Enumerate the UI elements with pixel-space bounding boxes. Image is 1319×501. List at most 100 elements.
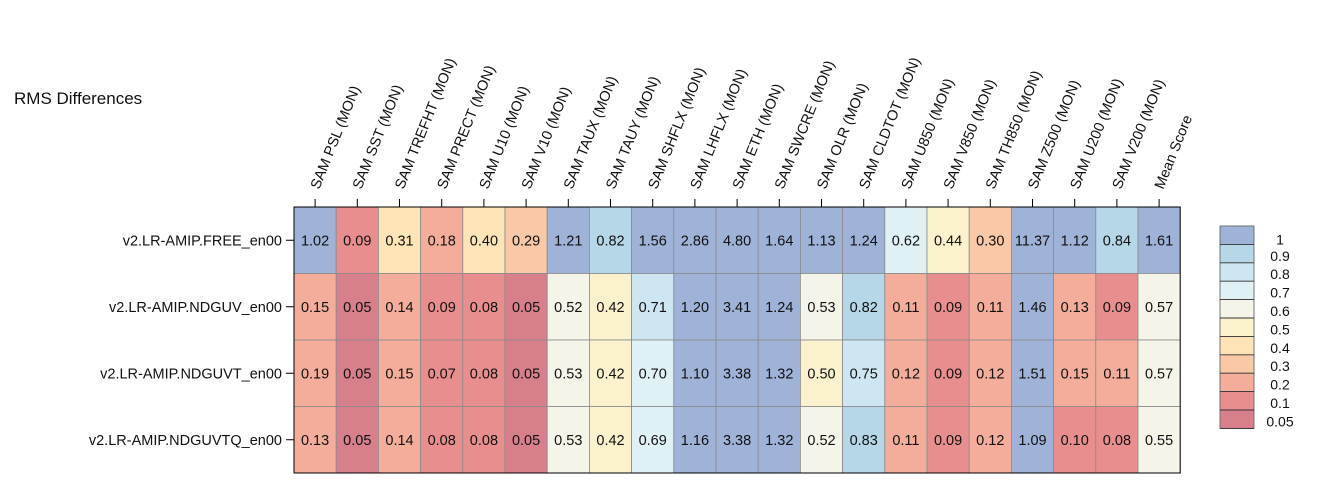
cell-value-label: 0.08 [1103, 433, 1131, 449]
heatmap-cell [757, 406, 801, 474]
cell-value-label: 0.82 [850, 300, 878, 316]
heatmap-cell [504, 406, 548, 474]
cell-value-label: 0.05 [512, 433, 540, 449]
cell-value-label: 0.75 [850, 366, 878, 382]
cell-value-label: 0.50 [807, 366, 835, 382]
cell-value-label: 0.19 [301, 366, 329, 382]
cell-value-label: 0.53 [807, 300, 835, 316]
cell-value-label: 0.15 [385, 366, 413, 382]
heatmap-cell [293, 273, 337, 341]
column-labels: SAM PSL (MON)SAM SST (MON)SAM TREFHT (MO… [308, 55, 1196, 207]
cell-value-label: 0.82 [596, 233, 624, 249]
heatmap-cell [546, 339, 590, 407]
heatmap-cell [546, 406, 590, 474]
legend-label: 0.3 [1270, 358, 1290, 374]
cell-value-label: 0.71 [639, 300, 667, 316]
heatmap-cell [631, 406, 675, 474]
heatmap-cell [1053, 406, 1097, 474]
cell-value-label: 0.05 [343, 300, 371, 316]
cell-value-label: 1.02 [301, 233, 329, 249]
heatmap-cell [884, 273, 928, 341]
legend-swatch [1219, 244, 1255, 264]
cell-value-label: 1.56 [639, 233, 667, 249]
heatmap-cell [842, 406, 886, 474]
heatmap-cell [462, 406, 506, 474]
heatmap-cell [1095, 206, 1139, 274]
cell-value-label: 0.09 [934, 300, 962, 316]
cell-value-label: 0.10 [1061, 433, 1089, 449]
heatmap-cell [589, 339, 633, 407]
cell-value-label: 0.69 [639, 433, 667, 449]
cell-value-label: 0.05 [343, 433, 371, 449]
heatmap-cell [926, 206, 970, 274]
heatmap-cell [757, 206, 801, 274]
cell-value-label: 0.12 [976, 433, 1004, 449]
legend-swatch [1219, 336, 1255, 356]
cell-value-label: 0.14 [385, 433, 413, 449]
legend-swatch [1219, 354, 1255, 374]
cell-value-label: 0.57 [1145, 300, 1173, 316]
cell-value-label: 0.09 [428, 300, 456, 316]
heatmap-cell [377, 406, 421, 474]
cell-value-label: 1.21 [554, 233, 582, 249]
legend-label: 1 [1276, 231, 1284, 247]
cell-value-label: 1.61 [1145, 233, 1173, 249]
heatmap-cell [1053, 339, 1097, 407]
cell-value-label: 1.16 [681, 433, 709, 449]
cell-value-label: 0.08 [428, 433, 456, 449]
cell-value-label: 0.57 [1145, 366, 1173, 382]
cell-value-label: 0.07 [428, 366, 456, 382]
legend-label: 0.6 [1270, 303, 1290, 319]
heatmap-cell [420, 339, 464, 407]
row-label: v2.LR-AMIP.NDGUVT_en00 [100, 366, 282, 382]
cell-value-label: 3.41 [723, 300, 751, 316]
cell-value-label: 0.14 [385, 300, 413, 316]
color-legend: 10.9 0.8 0.7 0.6 0.5 0.4 0.3 0.2 0.1 0.05 [1219, 225, 1294, 429]
row-label: v2.LR-AMIP.FREE_en00 [123, 233, 282, 249]
cell-value-label: 0.12 [976, 366, 1004, 382]
heatmap-cell [1137, 406, 1181, 474]
heatmap-cell [1053, 206, 1097, 274]
heatmap-cell [673, 406, 717, 474]
cell-value-label: 0.31 [385, 233, 413, 249]
heatmap-cell [842, 339, 886, 407]
cell-value-label: 0.09 [934, 433, 962, 449]
heatmap-cell [546, 273, 590, 341]
heatmap-cell [800, 406, 844, 474]
cell-value-label: 0.44 [934, 233, 962, 249]
chart-title: RMS Differences [14, 89, 142, 108]
cell-value-label: 0.08 [470, 300, 498, 316]
heatmap-cell [504, 273, 548, 341]
cell-value-label: 1.64 [765, 233, 793, 249]
heatmap-cell [420, 273, 464, 341]
heatmap-cell [968, 273, 1012, 341]
heatmap-cell [293, 406, 337, 474]
heatmap-cell [589, 273, 633, 341]
cell-value-label: 1.13 [807, 233, 835, 249]
cell-value-label: 0.83 [850, 433, 878, 449]
legend-swatch [1219, 317, 1255, 337]
cell-value-label: 0.13 [301, 433, 329, 449]
cell-value-label: 2.86 [681, 233, 709, 249]
cell-value-label: 0.09 [343, 233, 371, 249]
row-label: v2.LR-AMIP.NDGUV_en00 [109, 300, 282, 316]
heatmap-cell [1011, 206, 1055, 274]
cell-value-label: 0.55 [1145, 433, 1173, 449]
cell-value-label: 0.53 [554, 366, 582, 382]
cell-value-label: 0.15 [1061, 366, 1089, 382]
cell-value-label: 0.53 [554, 433, 582, 449]
legend-swatch [1219, 262, 1255, 282]
cell-value-label: 0.15 [301, 300, 329, 316]
cell-value-label: 3.38 [723, 433, 751, 449]
cell-value-label: 1.51 [1018, 366, 1046, 382]
legend-label: 0.9 [1270, 248, 1290, 264]
legend-swatch [1219, 225, 1255, 245]
cell-value-label: 4.80 [723, 233, 751, 249]
heatmap-cell [968, 206, 1012, 274]
cell-value-label: 0.09 [1103, 300, 1131, 316]
cell-value-label: 0.11 [892, 300, 919, 316]
heatmap-cell [1095, 406, 1139, 474]
cell-value-label: 0.84 [1103, 233, 1131, 249]
heatmap-cell [1011, 273, 1055, 341]
